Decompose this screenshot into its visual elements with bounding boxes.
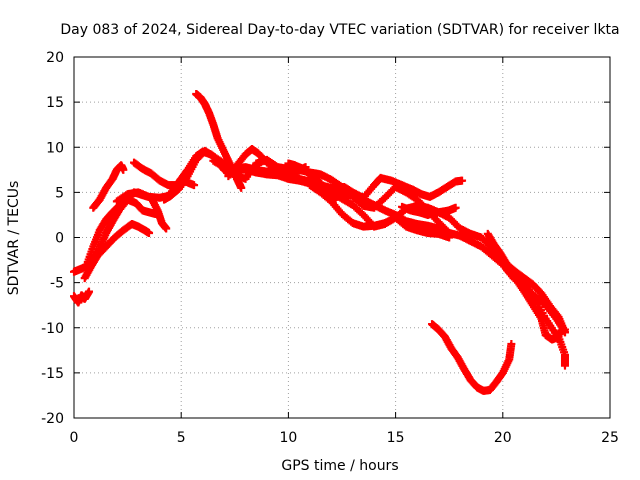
y-tick-labels: -20 -15 -10 -5 0 5 10 15 20 (41, 50, 64, 427)
data-point (445, 233, 454, 242)
series-track-p (503, 265, 569, 370)
y-tick-label: -10 (41, 321, 64, 337)
data-markers (70, 90, 569, 395)
data-point (507, 339, 516, 348)
y-tick-label: -20 (41, 411, 64, 427)
x-axis-label: GPS time / hours (281, 458, 398, 474)
grid (74, 57, 610, 418)
series-track-g (112, 147, 569, 337)
axis-ticks (73, 56, 611, 419)
y-tick-label: -15 (41, 366, 64, 382)
data-point (151, 210, 160, 219)
series-track-m (305, 181, 454, 242)
series-track-q (428, 320, 516, 395)
series-track-c (80, 219, 154, 283)
y-tick-label: 15 (46, 95, 64, 111)
series-track-e (89, 161, 128, 212)
data-point (145, 228, 154, 237)
data-point (119, 165, 128, 174)
x-tick-label: 10 (279, 430, 297, 446)
data-point (458, 176, 467, 185)
x-tick-labels: 0 5 10 15 20 25 (70, 430, 619, 446)
data-point (560, 361, 569, 370)
x-tick-label: 20 (494, 430, 512, 446)
series-track-a (70, 287, 94, 307)
x-tick-label: 25 (601, 430, 619, 446)
x-tick-label: 15 (387, 430, 405, 446)
data-point (190, 181, 199, 190)
data-point (451, 203, 460, 212)
y-tick-label: 10 (46, 140, 64, 156)
series-track-h (160, 146, 569, 339)
series-track-n (398, 202, 460, 219)
y-axis-label: SDTVAR / TECUs (6, 181, 22, 296)
data-point (237, 183, 246, 192)
chart-title: Day 083 of 2024, Sidereal Day-to-day VTE… (60, 22, 619, 38)
y-tick-label: 5 (55, 185, 64, 201)
y-tick-label: -5 (50, 276, 64, 292)
y-tick-label: 20 (46, 50, 64, 66)
data-point (85, 287, 94, 296)
series-track-l (284, 159, 467, 203)
x-tick-label: 0 (70, 430, 79, 446)
x-tick-label: 5 (177, 430, 186, 446)
y-tick-label: 0 (55, 231, 64, 247)
data-point (162, 224, 171, 233)
data-point (560, 328, 569, 337)
